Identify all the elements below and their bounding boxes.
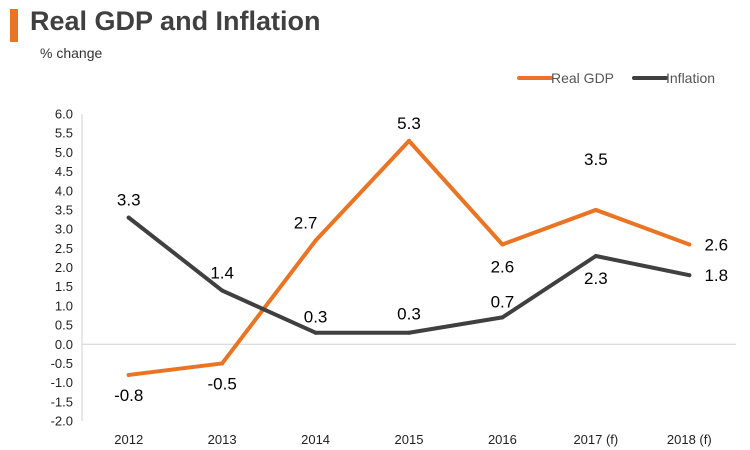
real-gdp-point — [407, 138, 411, 143]
real-gdp-data-label: 2.6 — [704, 235, 728, 254]
y-tick-label: -2.0 — [51, 414, 73, 429]
x-tick-label: 2018 (f) — [667, 432, 712, 447]
inflation-point — [126, 215, 131, 220]
y-tick-label: -0.5 — [51, 356, 73, 371]
x-axis: 2012 2013 2014 2015 2016 2017 (f) 2018 (f) — [82, 343, 736, 447]
y-tick-label: -1.0 — [51, 375, 73, 390]
y-tick-label: 0.5 — [55, 318, 73, 333]
legend-inflation-label: Inflation — [666, 70, 715, 86]
x-tick-label: 2015 — [395, 432, 424, 447]
inflation-data-label: 0.3 — [304, 308, 328, 327]
y-tick-label: 2.5 — [55, 241, 73, 256]
y-axis: 6.0 5.5 5.0 4.5 4.0 3.5 3.0 2.5 2.0 1.5 1.0 0.5 0.0 -… — [51, 107, 83, 429]
y-tick-label: 3.5 — [55, 202, 73, 217]
x-tick-label: 2012 — [114, 432, 143, 447]
y-tick-label: 4.0 — [55, 183, 73, 198]
real-gdp-point — [220, 361, 225, 366]
y-tick-label: 5.5 — [55, 126, 73, 141]
chart-subtitle: % change — [40, 45, 103, 61]
inflation-point — [313, 330, 318, 335]
real-gdp-data-label: -0.5 — [207, 374, 236, 393]
series-lines — [126, 138, 692, 377]
title-accent-bar — [10, 9, 18, 42]
real-gdp-point — [500, 242, 505, 247]
y-tick-label: -1.5 — [51, 394, 73, 409]
inflation-data-label: 1.8 — [704, 266, 728, 285]
inflation-point — [687, 273, 692, 278]
real-gdp-point — [593, 207, 598, 212]
x-tick-label: 2014 — [301, 432, 330, 447]
data-labels: -0.8 -0.5 2.7 5.3 2.6 3.5 2.6 3.3 1.4 0.3 0.3 0.7 2.… — [114, 114, 728, 405]
real-gdp-data-label: 3.5 — [584, 150, 608, 169]
inflation-data-label: 1.4 — [210, 264, 234, 283]
y-tick-label: 6.0 — [55, 107, 73, 122]
real-gdp-point — [126, 372, 131, 377]
y-tick-label: 3.0 — [55, 222, 73, 237]
inflation-point — [407, 330, 411, 335]
inflation-point — [500, 315, 505, 320]
x-tick-label: 2013 — [208, 432, 237, 447]
y-tick-label: 5.0 — [55, 145, 73, 160]
inflation-data-label: 2.3 — [584, 269, 608, 288]
real-gdp-data-label: -0.8 — [114, 386, 143, 405]
x-tick-label: 2016 — [488, 432, 517, 447]
y-tick-label: 4.5 — [55, 164, 73, 179]
real-gdp-point — [687, 242, 692, 247]
chart-title: Real GDP and Inflation — [30, 6, 321, 36]
legend: Real GDP Inflation — [517, 70, 715, 86]
real-gdp-point — [313, 238, 318, 243]
inflation-point — [220, 288, 225, 293]
inflation-data-label: 3.3 — [117, 191, 141, 210]
real-gdp-data-label: 2.6 — [491, 257, 515, 276]
y-tick-label: 1.0 — [55, 298, 73, 313]
y-tick-label: 0.0 — [55, 337, 73, 352]
real-gdp-data-label: 2.7 — [294, 214, 318, 233]
legend-real-gdp-label: Real GDP — [551, 70, 614, 86]
x-tick-label: 2017 (f) — [573, 432, 618, 447]
inflation-data-label: 0.7 — [491, 292, 515, 311]
y-tick-label: 2.0 — [55, 260, 73, 275]
inflation-data-label: 0.3 — [397, 305, 421, 324]
real-gdp-data-label: 5.3 — [397, 114, 421, 133]
inflation-point — [593, 253, 598, 258]
y-tick-label: 1.5 — [55, 279, 73, 294]
